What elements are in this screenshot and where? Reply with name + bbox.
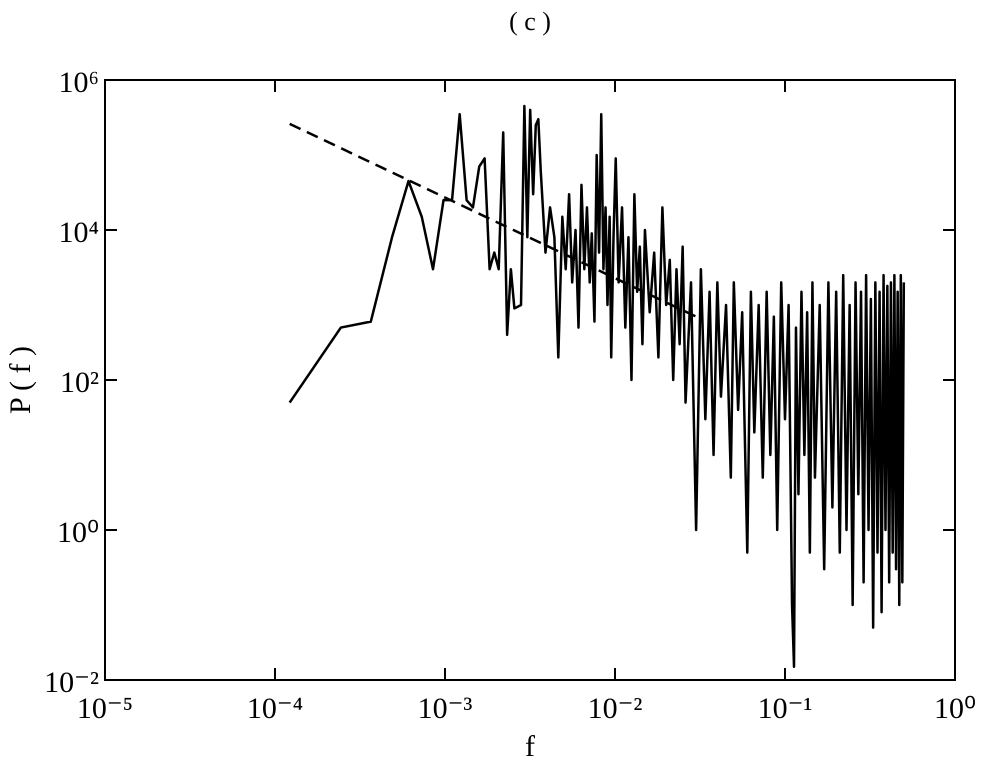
y-axis-label: P ( f ) [4, 346, 37, 414]
x-tick-label: 10⁻⁴ [247, 692, 303, 725]
y-tick-label: 10² [60, 366, 99, 399]
x-axis-label: f [525, 730, 535, 761]
spectrum-line [288, 104, 906, 669]
y-tick-label: 10⁶ [59, 66, 99, 99]
chart-title: ( c ) [509, 7, 551, 36]
x-tick-label: 10⁻³ [418, 692, 473, 725]
y-tick-label: 10⁴ [59, 216, 99, 249]
y-tick-label: 10⁰ [57, 516, 99, 549]
x-tick-label: 10⁻² [588, 692, 643, 725]
x-tick-label: 10⁰ [934, 692, 976, 725]
y-tick-label: 10⁻² [44, 666, 99, 699]
x-tick-label: 10⁻¹ [758, 692, 813, 725]
x-tick-label: 10⁻⁵ [77, 692, 133, 725]
